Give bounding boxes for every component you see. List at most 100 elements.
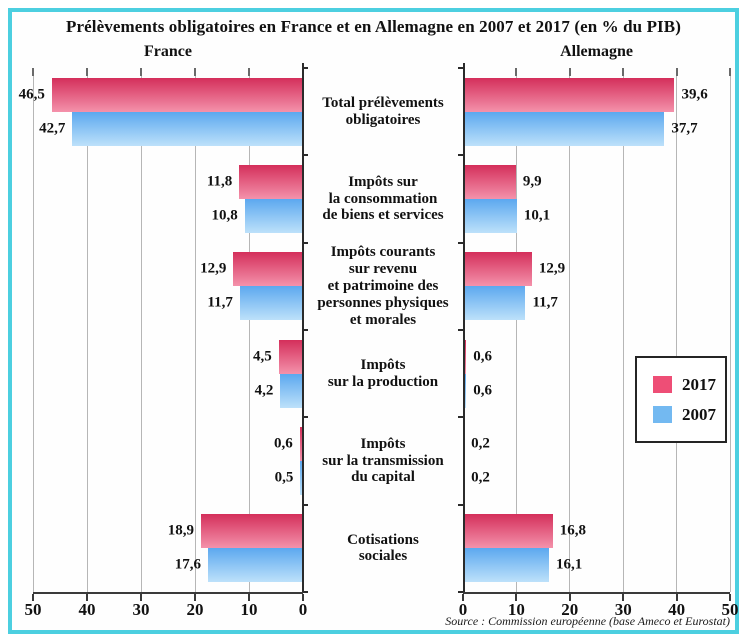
axis-bottom-tick [515,594,518,601]
bar-france-2017: 12,9 [200,252,303,287]
value-label: 9,9 [522,173,542,190]
chart-frame: Prélèvements obligatoires en France et e… [8,8,739,634]
bar-allemagne-2017: 16,8 [463,514,586,549]
axis-bottom-tick [675,594,678,601]
category-label: Impôts sur la transmission du capital [322,435,444,486]
value-label: 10,1 [523,207,551,224]
axis-top-tick [622,68,625,76]
bar-france-2007: 4,2 [255,373,303,408]
value-label: 11,7 [207,294,233,311]
legend-item-2017: 2017 [653,375,725,395]
allemagne-plot: 0 10 20 30 40 50 39,6 37,7 9,9 10,1 12,9 11,7 0,6 0,6… [458,63,739,619]
bar-france-2017: 11,8 [207,164,303,199]
bar-france-2017: 18,9 [168,514,303,549]
row-boundary-tick [458,67,463,69]
gridline [140,68,142,592]
x-axis-tick-label: 50 [24,600,42,619]
row-boundary-tick [458,329,463,331]
category-label: Impôts courants sur revenu et patrimoine… [317,244,449,328]
gridline [622,68,624,592]
source-note: Source : Commission européenne (base Ame… [445,614,730,628]
bar-group: 9,9 10,1 [463,155,730,242]
axis-top-tick [568,68,571,76]
category-label: Impôts sur la production [327,356,439,390]
bar-france-2007: 10,8 [211,198,303,233]
value-label: 46,5 [18,86,45,103]
value-label: 18,9 [167,522,194,539]
axis-top-tick [515,68,518,76]
bar-allemagne-2007: 37,7 [463,111,698,146]
legend-item-2007: 2007 [653,405,725,425]
bar-allemagne-2017: 39,6 [463,77,708,112]
bar-allemagne-2017: 9,9 [463,164,542,199]
bar-group: 4,5 4,2 [33,330,303,417]
row-boundary-tick [458,416,463,418]
axis-top-tick [86,68,88,76]
axis-bottom-tick [140,594,142,601]
zero-axis [463,63,465,592]
row-boundary-tick [303,591,308,593]
axis-bottom-tick [568,594,571,601]
row-boundary-tick [458,154,463,156]
gridline [729,68,731,592]
value-label: 10,8 [211,207,238,224]
value-label: 0,6 [473,348,492,365]
gridline [676,68,678,592]
gridline [248,68,250,592]
bar-allemagne-2017: 12,9 [463,252,565,287]
row-boundary-tick [458,591,463,593]
axis-top-tick [729,68,731,76]
axis-bottom-tick [248,594,250,601]
legend-label: 2017 [682,374,716,394]
value-label: 12,9 [538,260,566,277]
x-axis-tick-label: 40 [668,600,686,619]
bar-group: 12,9 11,7 [33,243,303,330]
x-axis-tick-label: 50 [721,600,739,619]
france-header: France [144,43,192,60]
x-axis-tick-label: 30 [614,600,632,619]
allemagne-header: Allemagne [560,43,633,60]
row-boundary-tick [303,329,308,331]
bar-allemagne-2007: 16,1 [463,548,582,583]
category-label: Total prélèvements obligatoires [322,94,444,128]
bar-france-2007: 17,6 [175,548,303,583]
value-label: 11,7 [532,294,558,311]
value-label: 12,9 [200,260,227,277]
axis-bottom-tick [462,594,464,601]
axis-top-tick [194,68,196,76]
axis-top-tick [675,68,678,76]
category-label: Cotisations sociales [347,531,419,565]
gridline [569,68,571,592]
bar-france-2007: 0,5 [275,460,303,495]
bar-group: 0,6 0,5 [33,417,303,504]
row-boundary-tick [303,67,308,69]
chart-canvas: Prélèvements obligatoires en France et e… [12,12,739,630]
gridline [32,68,34,592]
x-axis-tick-label: 10 [240,600,258,619]
value-label: 0,6 [473,382,492,399]
row-boundary-tick [458,504,463,506]
bar-france-2017: 46,5 [19,77,303,112]
axis-bottom-tick [86,594,88,601]
value-label: 4,5 [252,348,272,365]
value-label: 0,2 [471,469,490,486]
legend-label: 2007 [682,404,716,424]
value-label: 0,6 [274,435,293,452]
legend-swatch-2007 [653,406,672,423]
bar-group: 18,9 17,6 [33,505,303,592]
value-label: 0,5 [274,469,294,486]
chart-title: Prélèvements obligatoires en France et e… [66,17,681,36]
value-label: 11,8 [206,173,233,190]
x-axis-tick-label: 10 [507,600,525,619]
bar-france-2017: 4,5 [253,339,303,374]
axis-bottom-tick [194,594,196,601]
gridline [515,68,517,592]
france-plot: 0 10 20 30 40 50 46,5 42,7 11,8 10,8 12,9 11,7 4,5 4,… [19,63,308,619]
category-labels: Total prélèvements obligatoires Impôts su… [303,68,463,592]
axis-top-tick [32,68,34,76]
row-boundary-tick [303,154,308,156]
value-label: 37,7 [671,120,698,137]
bar-group: 16,8 16,1 [463,505,730,592]
bar-allemagne-2007: 11,7 [463,286,558,321]
value-label: 16,8 [559,522,586,539]
